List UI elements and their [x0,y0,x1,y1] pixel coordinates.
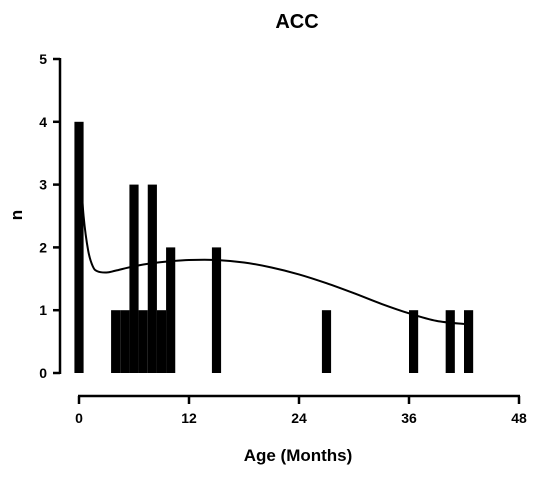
x-axis-label: Age (Months) [244,446,353,465]
bar-9 [321,310,332,373]
bar-0 [74,121,84,373]
fit-curve [78,153,465,326]
y-tick-label: 4 [39,114,47,130]
bar-10 [409,310,419,373]
x-tick-label: 0 [75,410,83,426]
bar-3 [129,184,139,373]
y-tick-label: 3 [39,177,47,193]
bar-7 [166,247,176,373]
bar-6 [156,310,167,373]
bars-layer [74,121,474,373]
y-tick-label: 5 [39,51,47,67]
x-tick-label: 12 [181,410,197,426]
bar-2 [120,310,130,373]
chart-title: ACC [275,11,318,33]
bar-12 [464,310,474,373]
x-tick-label: 36 [401,410,417,426]
y-tick-label: 2 [39,239,47,255]
x-tick-label: 48 [511,410,527,426]
y-tick-label: 0 [39,365,47,381]
bar-5 [147,184,157,373]
fit-curve-layer [78,153,465,326]
bar-11 [445,310,455,373]
y-tick-label: 1 [39,302,47,318]
y-axis-label: n [7,210,26,220]
bar-4 [138,310,148,373]
bar-1 [111,310,121,373]
bar-8 [211,247,222,373]
x-tick-label: 24 [291,410,307,426]
